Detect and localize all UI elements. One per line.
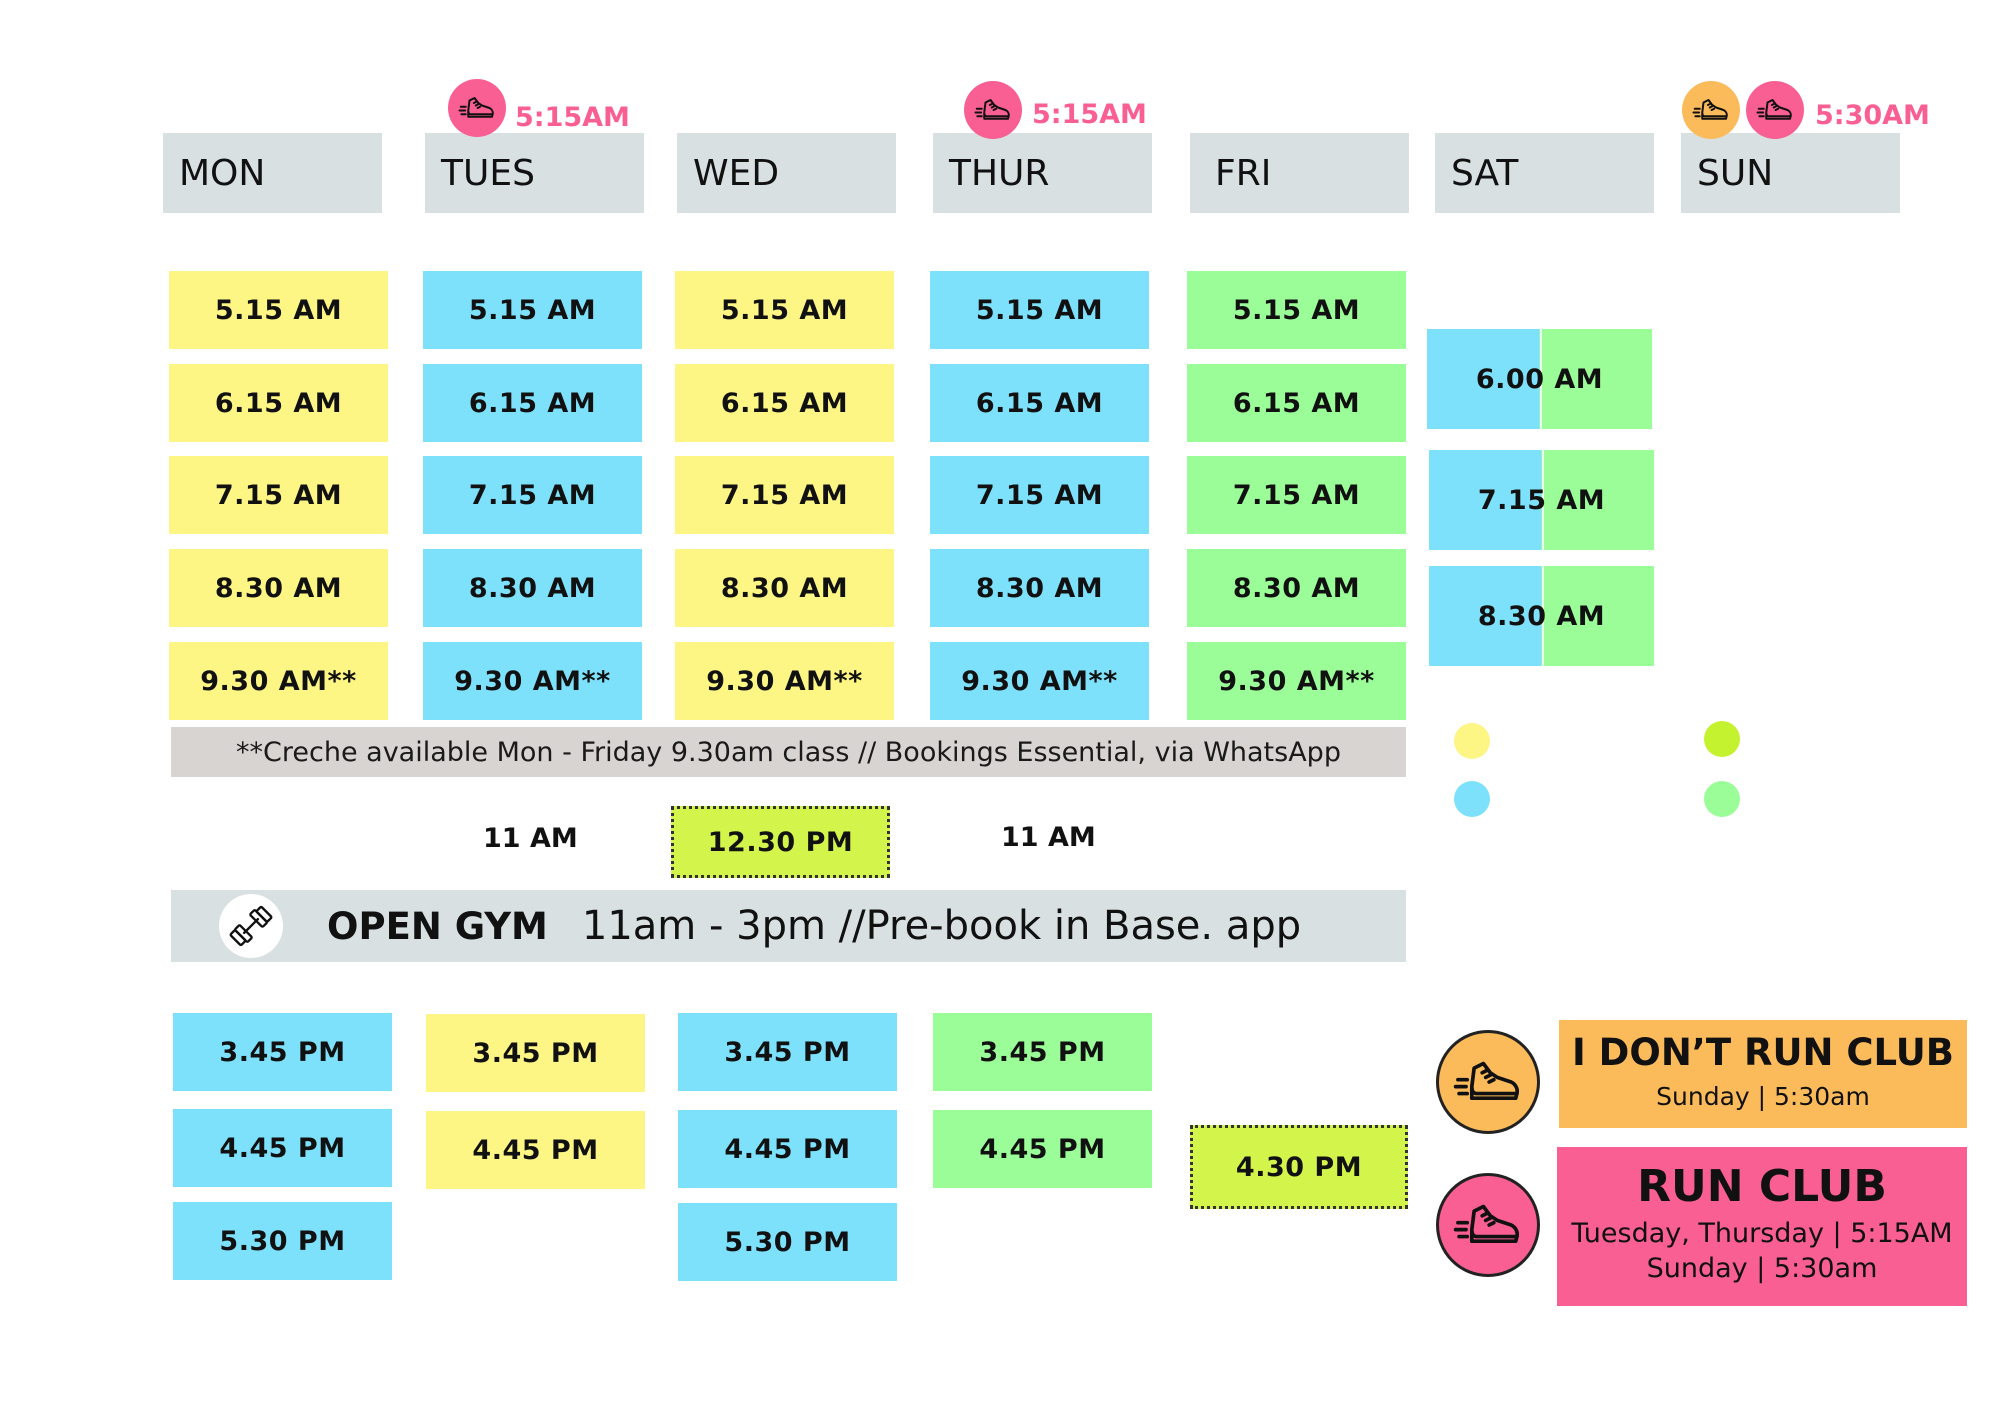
day-header-wed: WED — [677, 133, 896, 213]
class-slot-thur-2[interactable]: 6.15 AM — [930, 364, 1149, 442]
class-slot-wed-2[interactable]: 6.15 AM — [675, 364, 894, 442]
running-shoe-icon — [1755, 90, 1795, 130]
run-club-time-sun: 5:30AM — [1815, 100, 1930, 131]
running-shoe-icon — [1451, 1045, 1525, 1119]
class-slot-tues-2[interactable]: 6.15 AM — [423, 364, 642, 442]
class-slot-tues-pm-2[interactable]: 4.45 PM — [426, 1111, 645, 1189]
class-slot-tues-1[interactable]: 5.15 AM — [423, 271, 642, 349]
class-slot-thur-4[interactable]: 8.30 AM — [930, 549, 1149, 627]
class-slot-wed-3[interactable]: 7.15 AM — [675, 456, 894, 534]
i-dont-run-club-card: I DON’T RUN CLUB Sunday | 5:30am — [1559, 1020, 1967, 1128]
open-gym-bar: OPEN GYM 11am - 3pm //Pre-book in Base. … — [171, 890, 1406, 962]
class-slot-wed-pm-3[interactable]: 5.30 PM — [678, 1203, 897, 1281]
day-header-sat: SAT — [1435, 133, 1654, 213]
run-club-badge-tues — [448, 79, 506, 137]
class-slot-tues-3[interactable]: 7.15 AM — [423, 456, 642, 534]
class-slot-mon-pm-3[interactable]: 5.30 PM — [173, 1202, 392, 1280]
class-slot-mon-3[interactable]: 7.15 AM — [169, 456, 388, 534]
class-slot-tues-4[interactable]: 8.30 AM — [423, 549, 642, 627]
class-slot-wed-5[interactable]: 9.30 AM** — [675, 642, 894, 720]
class-slot-wed-midday[interactable]: 12.30 PM — [671, 806, 890, 878]
run-club-detail-sunday: Sunday | 5:30am — [1646, 1253, 1878, 1284]
dumbbell-icon — [219, 894, 283, 958]
class-slot-thur-pm-1[interactable]: 3.45 PM — [933, 1013, 1152, 1091]
i-dont-run-club-title: I DON’T RUN CLUB — [1572, 1031, 1954, 1074]
i-dont-run-club-icon — [1436, 1030, 1540, 1134]
run-club-detail-weekday: Tuesday, Thursday | 5:15AM — [1571, 1218, 1953, 1249]
run-club-card: RUN CLUB Tuesday, Thursday | 5:15AM Sund… — [1557, 1147, 1967, 1306]
class-slot-mon-5[interactable]: 9.30 AM** — [169, 642, 388, 720]
running-shoe-icon — [973, 90, 1013, 130]
class-slot-fri-pm-1[interactable]: 4.30 PM — [1190, 1125, 1408, 1209]
run-club-badge-thur — [964, 81, 1022, 139]
legend-dot-blue — [1454, 781, 1490, 817]
class-slot-wed-pm-2[interactable]: 4.45 PM — [678, 1110, 897, 1188]
legend-dot-yellow — [1454, 723, 1490, 759]
class-slot-mon-2[interactable]: 6.15 AM — [169, 364, 388, 442]
running-shoe-icon — [1691, 90, 1731, 130]
class-slot-wed-1[interactable]: 5.15 AM — [675, 271, 894, 349]
class-slot-thur-5[interactable]: 9.30 AM** — [930, 642, 1149, 720]
class-slot-mon-4[interactable]: 8.30 AM — [169, 549, 388, 627]
class-slot-fri-3[interactable]: 7.15 AM — [1187, 456, 1406, 534]
class-slot-mon-1[interactable]: 5.15 AM — [169, 271, 388, 349]
legend-dot-green — [1704, 781, 1740, 817]
day-header-sun: SUN — [1681, 133, 1900, 213]
class-slot-fri-5[interactable]: 9.30 AM** — [1187, 642, 1406, 720]
day-header-thur: THUR — [933, 133, 1152, 213]
i-dont-run-club-detail: Sunday | 5:30am — [1656, 1082, 1870, 1111]
running-shoe-icon — [1451, 1188, 1525, 1262]
run-club-badge-sun — [1746, 81, 1804, 139]
class-slot-thur-pm-2[interactable]: 4.45 PM — [933, 1110, 1152, 1188]
class-slot-fri-4[interactable]: 8.30 AM — [1187, 549, 1406, 627]
class-slot-sat-3[interactable]: 8.30 AM — [1429, 566, 1654, 666]
day-header-tues: TUES — [425, 133, 644, 213]
class-slot-sat-2[interactable]: 7.15 AM — [1429, 450, 1654, 550]
class-slot-thur-1[interactable]: 5.15 AM — [930, 271, 1149, 349]
class-slot-tues-5[interactable]: 9.30 AM** — [423, 642, 642, 720]
class-slot-wed-4[interactable]: 8.30 AM — [675, 549, 894, 627]
run-club-time-tues: 5:15AM — [515, 102, 630, 133]
i-dont-run-club-badge-sun — [1682, 81, 1740, 139]
class-slot-fri-2[interactable]: 6.15 AM — [1187, 364, 1406, 442]
creche-note: **Creche available Mon - Friday 9.30am c… — [171, 727, 1406, 777]
run-club-time-thur: 5:15AM — [1032, 99, 1147, 130]
class-slot-mon-pm-2[interactable]: 4.45 PM — [173, 1109, 392, 1187]
run-club-icon — [1436, 1173, 1540, 1277]
class-slot-thur-3[interactable]: 7.15 AM — [930, 456, 1149, 534]
running-shoe-icon — [457, 88, 497, 128]
legend-dot-lime — [1704, 721, 1740, 757]
class-slot-fri-1[interactable]: 5.15 AM — [1187, 271, 1406, 349]
class-slot-thur-midday[interactable]: 11 AM — [1001, 822, 1096, 853]
class-slot-wed-pm-1[interactable]: 3.45 PM — [678, 1013, 897, 1091]
day-header-mon: MON — [163, 133, 382, 213]
open-gym-title: OPEN GYM — [327, 904, 548, 948]
class-slot-mon-pm-1[interactable]: 3.45 PM — [173, 1013, 392, 1091]
open-gym-detail: 11am - 3pm //Pre-book in Base. app — [581, 903, 1302, 949]
run-club-title: RUN CLUB — [1637, 1161, 1887, 1212]
class-slot-sat-1[interactable]: 6.00 AM — [1427, 329, 1652, 429]
day-header-fri: FRI — [1190, 133, 1409, 213]
class-slot-tues-midday[interactable]: 11 AM — [483, 823, 578, 854]
class-slot-tues-pm-1[interactable]: 3.45 PM — [426, 1014, 645, 1092]
